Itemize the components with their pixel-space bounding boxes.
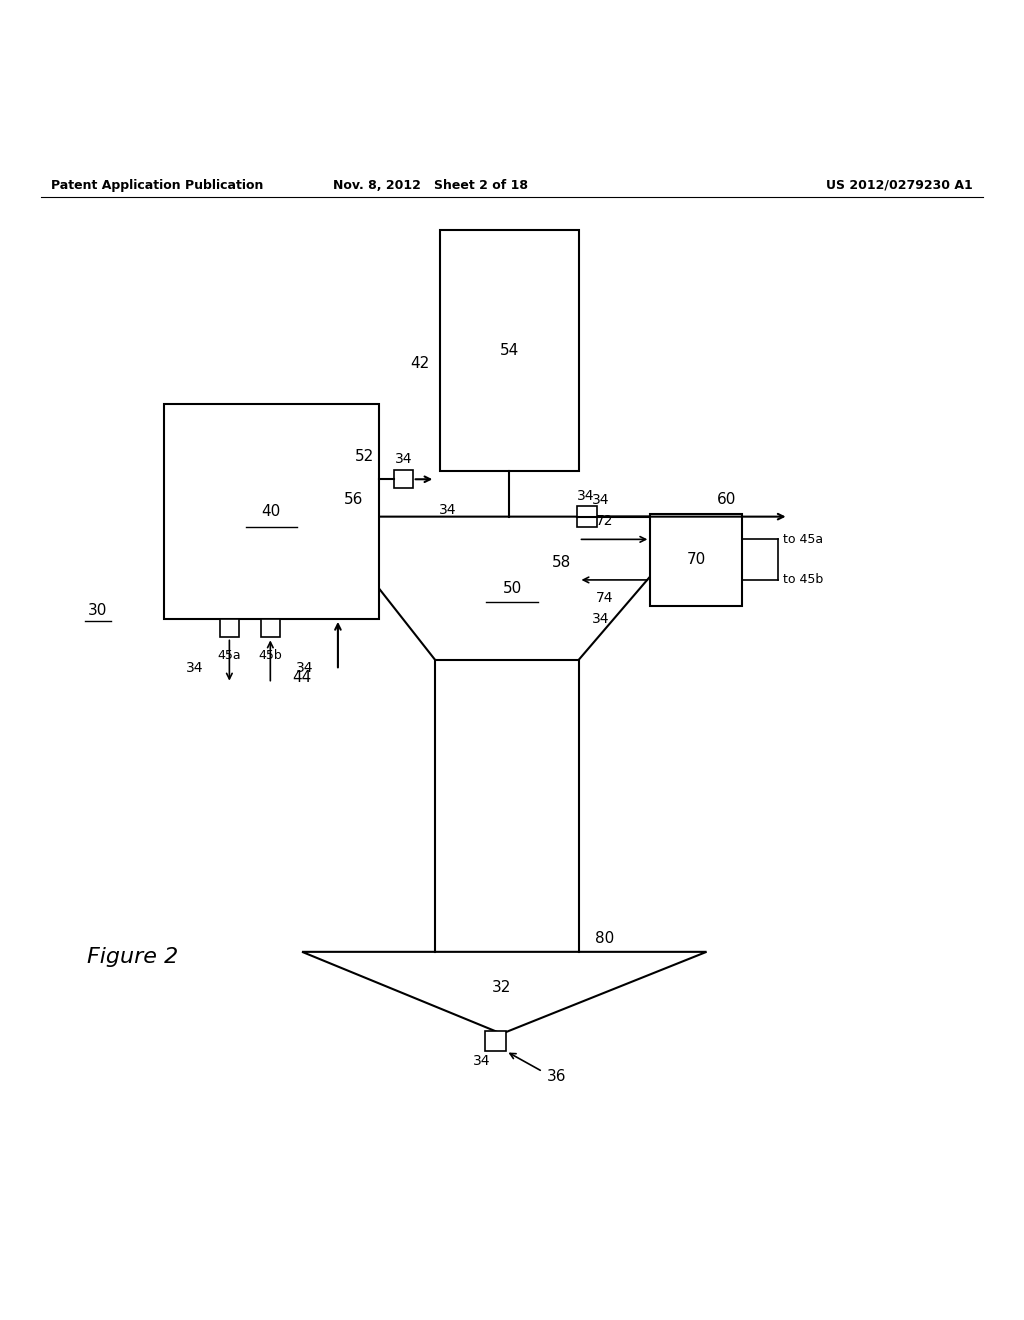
Text: 80: 80 — [595, 931, 613, 946]
Text: 45a: 45a — [217, 649, 242, 663]
Text: 34: 34 — [472, 1055, 490, 1068]
Text: 34: 34 — [185, 661, 204, 676]
Text: 36: 36 — [547, 1069, 567, 1084]
Bar — [164, 404, 379, 619]
Text: 42: 42 — [411, 355, 429, 371]
Bar — [577, 507, 597, 527]
Text: 56: 56 — [344, 492, 362, 507]
Text: 34: 34 — [577, 490, 595, 503]
Text: to 45a: to 45a — [783, 533, 823, 546]
Text: Patent Application Publication: Patent Application Publication — [51, 178, 263, 191]
Text: Figure 2: Figure 2 — [87, 946, 179, 968]
Text: 45b: 45b — [258, 649, 283, 663]
Text: 50: 50 — [503, 581, 521, 595]
Text: 34: 34 — [592, 612, 610, 626]
Text: Nov. 8, 2012   Sheet 2 of 18: Nov. 8, 2012 Sheet 2 of 18 — [333, 178, 527, 191]
Text: to 45b: to 45b — [783, 573, 823, 586]
Bar — [394, 470, 413, 488]
Text: 74: 74 — [595, 591, 613, 606]
Text: 40: 40 — [262, 504, 281, 519]
Text: 34: 34 — [296, 661, 314, 676]
Text: 34: 34 — [394, 451, 413, 466]
Bar — [261, 619, 280, 638]
Text: 58: 58 — [552, 556, 570, 570]
Text: 34: 34 — [592, 494, 610, 507]
Bar — [220, 619, 239, 638]
Text: 34: 34 — [438, 503, 457, 517]
Bar — [650, 513, 742, 606]
Text: 70: 70 — [687, 552, 706, 568]
Text: 32: 32 — [493, 981, 511, 995]
Text: 54: 54 — [500, 343, 519, 358]
Text: 72: 72 — [595, 513, 613, 528]
Bar — [485, 1031, 506, 1051]
Text: 60: 60 — [718, 492, 736, 507]
Bar — [440, 230, 579, 470]
Text: 44: 44 — [293, 671, 311, 685]
Text: 52: 52 — [354, 449, 374, 465]
Text: 30: 30 — [88, 603, 106, 618]
Text: US 2012/0279230 A1: US 2012/0279230 A1 — [826, 178, 973, 191]
